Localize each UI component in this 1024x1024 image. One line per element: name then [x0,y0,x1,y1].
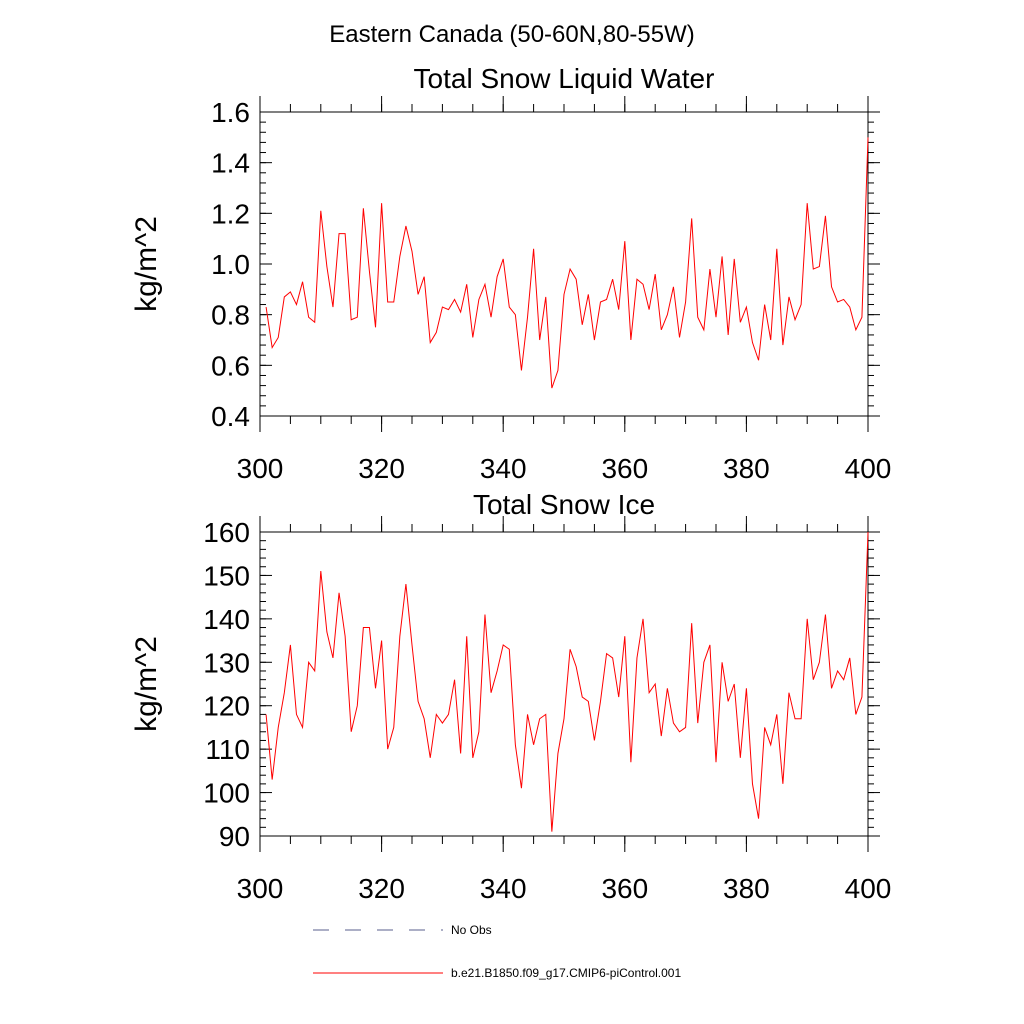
y-axis-label: kg/m^2 [130,636,163,732]
figure-suptitle: Eastern Canada (50-60N,80-55W) [329,21,695,48]
legend-label-model-run: b.e21.B1850.f09_g17.CMIP6-piControl.001 [451,966,681,980]
x-tick-label: 360 [601,453,648,484]
x-tick-label: 400 [845,873,892,904]
y-tick-label: 110 [205,734,250,765]
y-tick-label: 0.8 [211,300,250,331]
x-tick-label: 380 [723,453,770,484]
y-tick-label: 1.4 [211,148,250,179]
y-tick-label: 160 [203,517,250,548]
y-tick-label: 0.6 [211,350,250,381]
y-tick-label: 90 [219,821,250,852]
plot-frame [259,531,869,837]
y-tick-label: 1.6 [211,97,250,128]
panel-total-snow-liquid-water: Total Snow Liquid Water kg/m^2 300 320 340 36… [130,63,891,484]
x-tick-label: 380 [723,873,770,904]
y-tick-label: 100 [203,778,250,809]
y-tick-label: 150 [203,560,250,591]
plot-frame [259,111,869,417]
y-tick-label: 120 [203,691,250,722]
y-axis-label: kg/m^2 [130,216,163,312]
x-tick-label: 340 [480,453,527,484]
x-tick-label: 300 [237,453,284,484]
series-line-0 [265,137,869,389]
x-tick-label: 300 [237,873,284,904]
y-tick-label: 1.0 [211,249,250,280]
y-tick-label: 140 [203,604,250,635]
x-tick-label: 320 [358,873,405,904]
x-tick-label: 360 [601,873,648,904]
x-tick-label: 400 [845,453,892,484]
y-tick-label: 0.4 [211,401,250,432]
x-tick-label: 320 [358,453,405,484]
series-line-0 [265,531,869,832]
x-tick-label: 340 [480,873,527,904]
y-tick-label: 1.2 [211,198,250,229]
panel-total-snow-ice: Total Snow Ice kg/m^2 300 320 340 360 380 400 90… [130,489,891,904]
legend-label-no-obs: No Obs [451,923,492,937]
y-tick-label: 130 [203,647,250,678]
chart-title: Total Snow Liquid Water [414,63,715,94]
legend: No Obs b.e21.B1850.f09_g17.CMIP6-piContr… [313,923,681,980]
chart-title: Total Snow Ice [473,489,655,520]
